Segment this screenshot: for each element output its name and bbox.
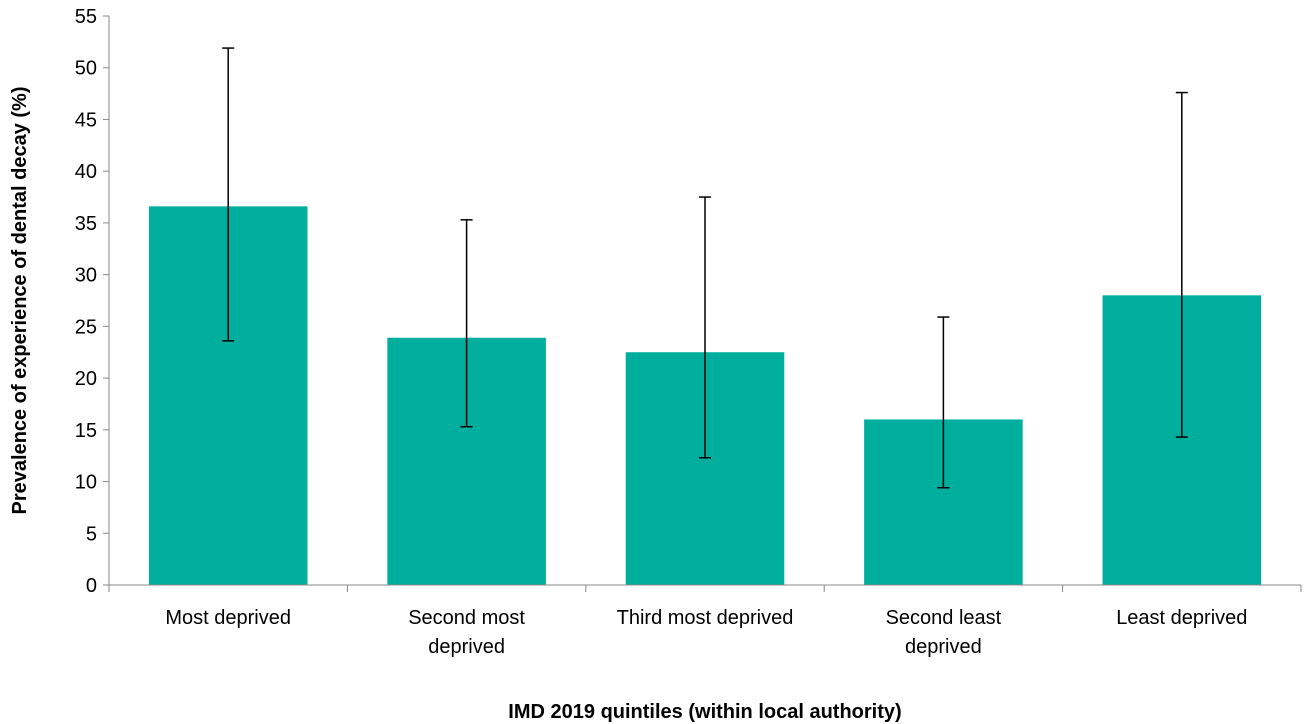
y-tick-label: 40: [75, 161, 97, 183]
y-tick-label: 20: [75, 368, 97, 390]
x-category-label: Most deprived: [165, 607, 291, 629]
x-category-label: Third most deprived: [617, 607, 794, 629]
y-tick-label: 55: [75, 6, 97, 28]
y-tick-label: 25: [75, 316, 97, 338]
x-category-label: Second least: [886, 607, 1002, 629]
x-labels-group: Most deprived Second most deprived Third mo…: [165, 607, 1247, 658]
x-axis-title: IMD 2019 quintiles (within local authori…: [508, 701, 901, 723]
x-category-label: Second most: [408, 607, 525, 629]
y-ticks-group: 0 5 10 15 20 25 30 35 40 45 50 55: [75, 6, 1302, 597]
axes-group: [108, 16, 1301, 586]
x-category-label: Least deprived: [1116, 607, 1247, 629]
y-tick-label: 15: [75, 420, 97, 442]
error-bars-group: [222, 47, 1188, 489]
x-category-label: deprived: [905, 636, 982, 658]
y-tick-label: 10: [75, 472, 97, 494]
y-tick-label: 50: [75, 58, 97, 80]
y-axis-title: Prevalence of experience of dental decay…: [9, 87, 31, 515]
y-tick-label: 0: [86, 575, 97, 597]
y-tick-label: 45: [75, 109, 97, 131]
x-category-label: deprived: [428, 636, 505, 658]
y-tick-label: 5: [86, 523, 97, 545]
y-tick-label: 30: [75, 265, 97, 287]
y-tick-label: 35: [75, 213, 97, 235]
